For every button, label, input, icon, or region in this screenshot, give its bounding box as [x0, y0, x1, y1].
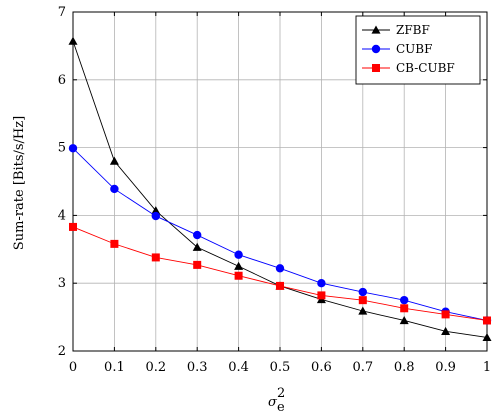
- data-point: [234, 271, 243, 280]
- data-point: [193, 230, 202, 240]
- legend-marker: [371, 25, 381, 34]
- data-point: [400, 295, 409, 305]
- data-point: [234, 261, 244, 270]
- x-axis-label-sigma: σ: [268, 395, 278, 410]
- axes: 0 0.1 0.2 0.3 0.4 0.5 0.6 0.7 0.8 0.9 1 2 3 4 5 6 7: [58, 5, 491, 375]
- data-point: [358, 306, 368, 315]
- x-tick-label: 0.8: [394, 360, 415, 375]
- data-point: [399, 315, 409, 325]
- y-tick-label: 6: [58, 73, 66, 88]
- data-point: [400, 304, 409, 313]
- legend-marker: [371, 44, 381, 54]
- x-axis-label: σ 2 e: [268, 386, 285, 415]
- x-tick-label: 0.7: [352, 360, 373, 375]
- legend: ZFBF CUBF CB-CUBF: [355, 15, 481, 85]
- data-point: [276, 281, 284, 290]
- legend-label: CUBF: [396, 42, 432, 56]
- y-tick-label: 2: [58, 344, 66, 359]
- data-point: [317, 279, 326, 288]
- y-tick-label: 7: [58, 5, 66, 20]
- x-tick-label: 0.5: [270, 360, 291, 375]
- legend-marker: [372, 64, 380, 72]
- data-point: [358, 287, 367, 297]
- data-point: [110, 184, 119, 194]
- data-point: [275, 264, 285, 273]
- x-tick-label: 0.1: [104, 360, 125, 375]
- legend-label: ZFBF: [396, 23, 430, 37]
- data-point: [69, 222, 77, 231]
- data-point: [151, 206, 161, 215]
- data-point: [68, 144, 78, 153]
- legend-label: CB-CUBF: [396, 61, 455, 75]
- data-point: [358, 296, 367, 305]
- data-point: [109, 156, 119, 165]
- x-tick-label: 0.4: [228, 360, 249, 375]
- x-tick-label: 0.2: [145, 360, 166, 375]
- y-tick-label: 3: [58, 276, 66, 291]
- x-tick-label: 1: [483, 360, 491, 375]
- data-point: [151, 211, 160, 221]
- data-point: [482, 332, 492, 342]
- y-tick-label: 5: [58, 141, 66, 156]
- y-axis-label: Sum-rate [Bits/s/Hz]: [12, 116, 27, 250]
- data-point: [151, 253, 160, 262]
- data-point: [317, 291, 326, 300]
- x-axis-label-subscript: e: [277, 400, 285, 415]
- x-tick-label: 0.9: [435, 360, 456, 375]
- data-point: [483, 316, 491, 325]
- data-point: [234, 250, 243, 259]
- x-tick-label: 0.3: [187, 360, 208, 375]
- data-point: [441, 326, 451, 335]
- data-point: [192, 242, 202, 251]
- series-cb-cubf: [69, 222, 491, 325]
- plot-frame: [72, 11, 488, 352]
- series: [68, 36, 492, 342]
- data-point: [441, 310, 450, 319]
- x-axis-label-superscript: 2: [277, 386, 285, 401]
- data-point: [193, 260, 202, 269]
- x-tick-label: 0: [69, 360, 77, 375]
- data-point: [110, 239, 119, 248]
- data-point: [68, 36, 78, 45]
- y-tick-label: 4: [58, 208, 66, 223]
- x-tick-label: 0.6: [311, 360, 332, 375]
